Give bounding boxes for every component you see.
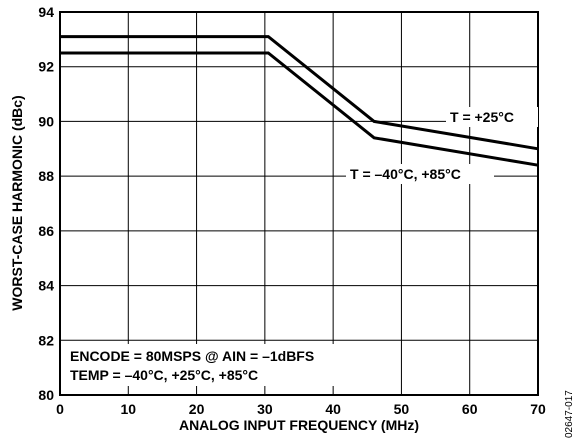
x-tick-label-10: 10 [120,401,136,417]
conditions-line-2: TEMP = –40°C, +25°C, +85°C [70,367,258,383]
y-tick-labels: 80 82 84 86 88 90 92 94 [38,4,54,403]
x-tick-label-60: 60 [462,401,478,417]
plot-background [60,12,538,395]
series-label-40c-85c: T = –40°C, +85°C [350,166,461,182]
x-tick-label-40: 40 [325,401,341,417]
x-tick-label-30: 30 [257,401,273,417]
y-tick-label-88: 88 [38,168,54,184]
x-tick-label-20: 20 [189,401,205,417]
x-tick-label-0: 0 [56,401,64,417]
conditions-line-1: ENCODE = 80MSPS @ AIN = –1dBFS [70,348,314,364]
x-tick-label-70: 70 [530,401,546,417]
y-tick-label-84: 84 [38,278,54,294]
y-tick-label-86: 86 [38,223,54,239]
y-tick-label-94: 94 [38,4,54,20]
series-label-25c: T = +25°C [450,109,514,125]
y-tick-label-80: 80 [38,387,54,403]
x-tick-labels: 0 10 20 30 40 50 60 70 [56,401,546,417]
figure-id: 02647-017 [564,390,575,438]
y-tick-label-92: 92 [38,59,54,75]
y-tick-label-82: 82 [38,332,54,348]
y-axis-title: WORST-CASE HARMONIC (dBc) [9,95,25,310]
y-tick-label-90: 90 [38,113,54,129]
x-tick-label-50: 50 [394,401,410,417]
x-axis-title: ANALOG INPUT FREQUENCY (MHz) [179,417,419,433]
